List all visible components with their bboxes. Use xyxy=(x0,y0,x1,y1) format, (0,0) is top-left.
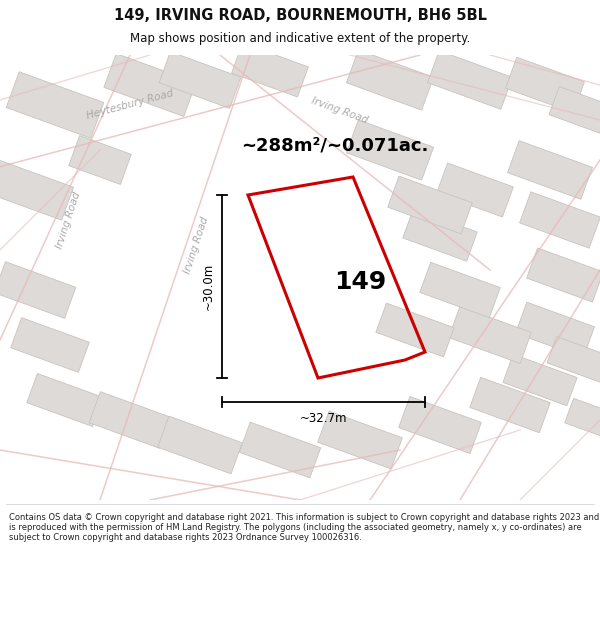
Text: 149: 149 xyxy=(334,271,386,294)
Polygon shape xyxy=(506,57,584,113)
Text: ~30.0m: ~30.0m xyxy=(202,263,215,310)
Polygon shape xyxy=(549,86,600,134)
Polygon shape xyxy=(104,54,196,116)
Text: Heytesbury Road: Heytesbury Road xyxy=(85,89,175,121)
Polygon shape xyxy=(346,50,434,110)
Polygon shape xyxy=(68,136,131,184)
Polygon shape xyxy=(0,262,76,318)
Text: ~32.7m: ~32.7m xyxy=(300,411,347,424)
Polygon shape xyxy=(565,398,600,442)
Polygon shape xyxy=(11,318,89,372)
Polygon shape xyxy=(158,416,242,474)
Text: Irving Road: Irving Road xyxy=(310,95,370,125)
Polygon shape xyxy=(449,306,532,364)
Polygon shape xyxy=(547,337,600,383)
Polygon shape xyxy=(428,51,512,109)
Text: 149, IRVING ROAD, BOURNEMOUTH, BH6 5BL: 149, IRVING ROAD, BOURNEMOUTH, BH6 5BL xyxy=(113,8,487,23)
Polygon shape xyxy=(437,163,514,217)
Polygon shape xyxy=(503,354,577,406)
Text: Irving Road: Irving Road xyxy=(182,215,210,275)
Polygon shape xyxy=(346,120,434,180)
Polygon shape xyxy=(0,160,74,220)
Polygon shape xyxy=(520,192,600,248)
Text: ~288m²/~0.071ac.: ~288m²/~0.071ac. xyxy=(241,136,428,154)
Polygon shape xyxy=(398,396,481,454)
Polygon shape xyxy=(232,43,308,97)
Text: Map shows position and indicative extent of the property.: Map shows position and indicative extent… xyxy=(130,32,470,45)
Polygon shape xyxy=(515,302,595,358)
Polygon shape xyxy=(527,248,600,302)
Polygon shape xyxy=(318,411,402,469)
Polygon shape xyxy=(6,72,104,138)
Polygon shape xyxy=(376,303,454,357)
Polygon shape xyxy=(403,209,477,261)
Polygon shape xyxy=(89,392,171,448)
Polygon shape xyxy=(420,262,500,318)
Text: Contains OS data © Crown copyright and database right 2021. This information is : Contains OS data © Crown copyright and d… xyxy=(9,512,599,542)
Polygon shape xyxy=(159,52,241,108)
Polygon shape xyxy=(239,422,321,478)
Polygon shape xyxy=(27,374,103,426)
Polygon shape xyxy=(388,176,472,234)
Text: Irving Road: Irving Road xyxy=(54,190,82,250)
Polygon shape xyxy=(508,141,592,199)
Polygon shape xyxy=(470,378,550,432)
